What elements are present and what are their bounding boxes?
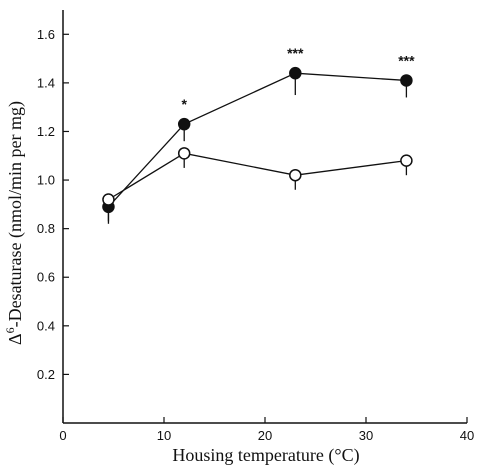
series-0-point-1 [177,117,191,131]
significance-marker-2: *** [287,45,304,61]
y-tick-label-4: 1.0 [37,173,55,188]
x-axis-title: Housing temperature (°C) [172,445,359,466]
x-tick-label-1: 10 [157,428,171,443]
series-1-line [108,152,407,201]
y-tick-label-2: 0.6 [37,270,55,285]
series-0-point-2 [289,66,302,80]
x-tick-label-4: 40 [460,428,474,443]
y-tick-label-5: 1.2 [37,124,55,139]
x-tick-label-3: 30 [359,428,373,443]
significance-marker-3: *** [398,52,415,68]
series-1-point-2 [289,168,302,182]
y-tick-label-0: 0.2 [37,367,55,382]
series-1-point-1 [177,147,191,160]
y-tick-label-1: 0.4 [37,318,55,333]
x-tick-label-2: 20 [258,428,272,443]
y-axis-title-prefix: Δ [5,333,25,345]
series-1-point-0 [102,193,115,206]
series-0: **** *** [102,45,415,222]
series-1-point-3 [400,154,413,167]
x-tick-label-0: 0 [59,428,66,443]
y-tick-label-3: 0.8 [37,221,55,236]
y-tick-label-7: 1.6 [37,27,55,42]
y-axis-title-superscript: 6 [3,327,17,333]
series-layer: **** *** [102,45,415,224]
significance-marker-1: * [181,96,187,112]
y-axis-title: Δ6-Desaturase (nmol/min per mg) [3,101,26,345]
series-0-point-3 [400,74,413,87]
series-0-line [107,72,407,208]
series-1 [102,147,413,224]
axes: 0 10 20 30 40 0.2 0.4 0.6 0.8 1.0 1.2 1.4 1.6 [37,10,474,443]
y-axis-title-rest: -Desaturase (nmol/min per mg) [5,101,26,327]
y-tick-label-6: 1.4 [37,75,55,90]
